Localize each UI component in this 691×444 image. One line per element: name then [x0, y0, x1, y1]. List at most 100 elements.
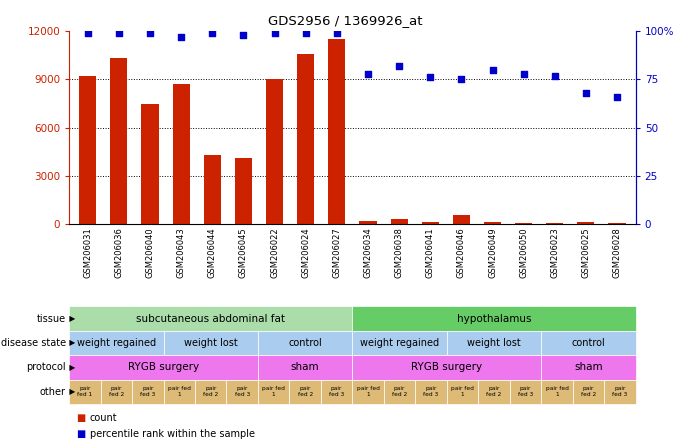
- Bar: [173, 84, 190, 224]
- Text: pair
fed 3: pair fed 3: [424, 386, 439, 397]
- Text: ■: ■: [76, 413, 85, 423]
- Point: [238, 32, 249, 39]
- Bar: [266, 79, 283, 224]
- Bar: [101, 380, 132, 404]
- Bar: [453, 214, 470, 224]
- Point: [580, 89, 591, 96]
- Bar: [69, 331, 164, 355]
- Bar: [352, 355, 541, 380]
- Bar: [415, 380, 447, 404]
- Bar: [422, 222, 439, 224]
- Bar: [204, 155, 221, 224]
- Text: pair
fed 1: pair fed 1: [77, 386, 93, 397]
- Text: GDS2956 / 1369926_at: GDS2956 / 1369926_at: [268, 14, 423, 27]
- Point: [394, 62, 405, 69]
- Text: pair
fed 3: pair fed 3: [329, 386, 344, 397]
- Point: [269, 29, 280, 36]
- Text: pair
fed 2: pair fed 2: [581, 386, 596, 397]
- Point: [144, 29, 155, 36]
- Bar: [578, 222, 594, 224]
- Point: [113, 29, 124, 36]
- Bar: [69, 306, 352, 331]
- Text: pair
fed 2: pair fed 2: [486, 386, 502, 397]
- Point: [82, 29, 93, 36]
- Bar: [546, 222, 563, 224]
- Text: count: count: [90, 413, 117, 423]
- Bar: [510, 380, 541, 404]
- Bar: [79, 76, 96, 224]
- Text: pair fed
1: pair fed 1: [168, 386, 191, 397]
- Bar: [111, 59, 127, 224]
- Bar: [478, 380, 510, 404]
- Bar: [69, 380, 101, 404]
- Text: ▶: ▶: [67, 387, 75, 396]
- Text: tissue: tissue: [37, 313, 66, 324]
- Bar: [195, 380, 227, 404]
- Text: sham: sham: [291, 362, 319, 373]
- Bar: [235, 158, 252, 224]
- Bar: [352, 331, 447, 355]
- Text: pair
fed 2: pair fed 2: [392, 386, 407, 397]
- Text: RYGB surgery: RYGB surgery: [411, 362, 482, 373]
- Bar: [541, 355, 636, 380]
- Text: hypothalamus: hypothalamus: [457, 313, 531, 324]
- Bar: [290, 380, 321, 404]
- Text: disease state: disease state: [1, 338, 66, 348]
- Point: [487, 66, 498, 73]
- Bar: [328, 39, 346, 224]
- Text: pair fed
1: pair fed 1: [546, 386, 569, 397]
- Text: percentile rank within the sample: percentile rank within the sample: [90, 429, 255, 439]
- Bar: [447, 331, 541, 355]
- Text: pair
fed 3: pair fed 3: [235, 386, 250, 397]
- Bar: [384, 380, 415, 404]
- Point: [363, 70, 374, 77]
- Bar: [142, 103, 159, 224]
- Text: pair fed
1: pair fed 1: [263, 386, 285, 397]
- Bar: [541, 380, 573, 404]
- Bar: [515, 223, 532, 224]
- Text: ▶: ▶: [67, 363, 75, 372]
- Bar: [609, 223, 625, 224]
- Text: control: control: [571, 338, 605, 348]
- Bar: [164, 331, 258, 355]
- Point: [612, 93, 623, 100]
- Text: ▶: ▶: [67, 314, 75, 323]
- Point: [425, 74, 436, 81]
- Text: pair
fed 3: pair fed 3: [612, 386, 627, 397]
- Bar: [352, 306, 636, 331]
- Bar: [321, 380, 352, 404]
- Text: ▶: ▶: [67, 338, 75, 348]
- Point: [300, 29, 311, 36]
- Text: control: control: [288, 338, 322, 348]
- Text: subcutaneous abdominal fat: subcutaneous abdominal fat: [136, 313, 285, 324]
- Text: pair
fed 3: pair fed 3: [518, 386, 533, 397]
- Bar: [447, 380, 478, 404]
- Bar: [164, 380, 195, 404]
- Bar: [390, 218, 408, 224]
- Bar: [573, 380, 604, 404]
- Bar: [297, 54, 314, 224]
- Point: [456, 76, 467, 83]
- Point: [207, 29, 218, 36]
- Text: protocol: protocol: [26, 362, 66, 373]
- Text: weight lost: weight lost: [467, 338, 521, 348]
- Bar: [132, 380, 164, 404]
- Text: other: other: [39, 387, 66, 397]
- Bar: [258, 331, 352, 355]
- Text: weight lost: weight lost: [184, 338, 238, 348]
- Text: pair
fed 2: pair fed 2: [203, 386, 218, 397]
- Point: [518, 70, 529, 77]
- Point: [176, 33, 187, 40]
- Bar: [359, 221, 377, 224]
- Text: sham: sham: [574, 362, 603, 373]
- Text: weight regained: weight regained: [360, 338, 439, 348]
- Bar: [484, 222, 501, 224]
- Bar: [258, 380, 290, 404]
- Bar: [352, 380, 384, 404]
- Text: pair
fed 3: pair fed 3: [140, 386, 155, 397]
- Bar: [227, 380, 258, 404]
- Bar: [541, 331, 636, 355]
- Point: [549, 72, 560, 79]
- Bar: [69, 355, 258, 380]
- Point: [331, 29, 342, 36]
